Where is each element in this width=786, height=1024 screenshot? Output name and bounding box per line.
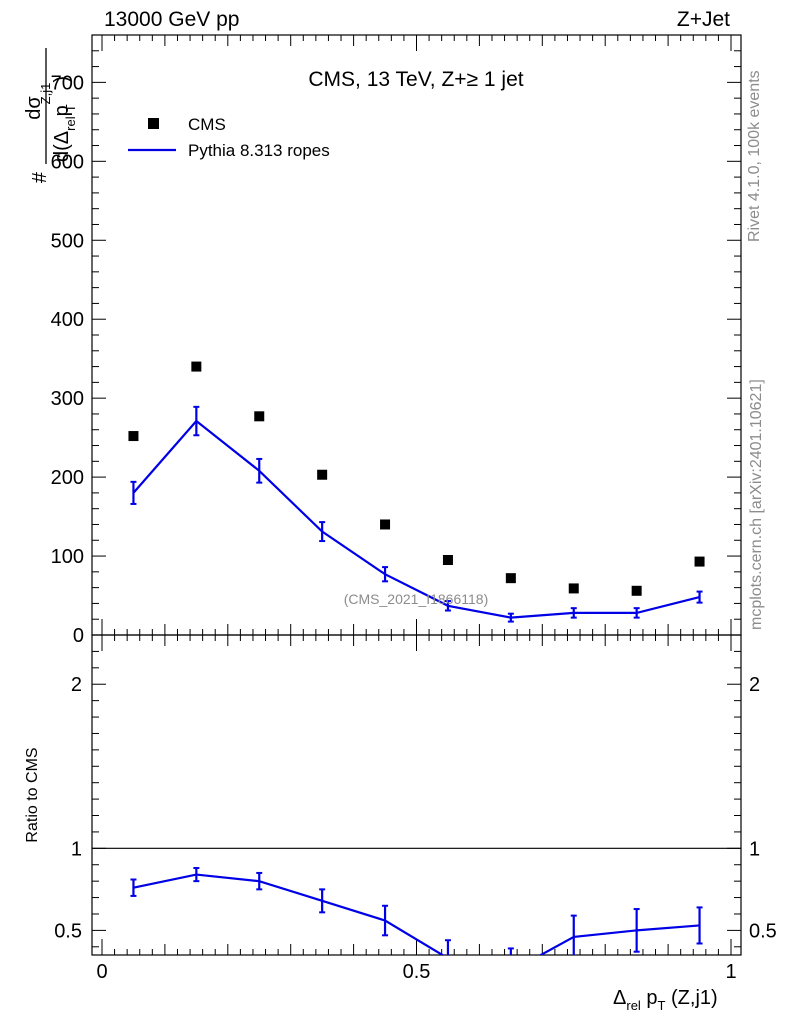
chart-labels: CMS, 13 TeV, Z+≥ 1 jet (CMS_2021_I1866118… xyxy=(23,48,718,1013)
y-label-part: ) xyxy=(51,76,73,83)
ratio-y-axis-label: Ratio to CMS xyxy=(24,747,41,842)
ratio-y-tick-label: 2 xyxy=(71,674,82,696)
cms-data-point xyxy=(631,585,642,596)
legend-mc-label: Pythia 8.313 ropes xyxy=(188,141,330,160)
header-right: Z+Jet xyxy=(676,8,730,31)
cms-data-point xyxy=(380,519,391,530)
ratio-y-tick-label-right: 1 xyxy=(749,838,760,860)
ratio-clip-group xyxy=(130,867,703,955)
y-label-part: d(Δ xyxy=(51,131,73,162)
cms-data-point xyxy=(442,555,453,565)
x-tick-label: 1 xyxy=(725,961,736,983)
mc-series-line xyxy=(132,419,700,619)
ratio-panel-marks xyxy=(130,867,703,955)
y-label-numerator: dσ xyxy=(23,96,45,120)
x-label-part: (Z,j1) xyxy=(665,987,717,1009)
ratio-series-line xyxy=(133,873,700,955)
y-label-part: T xyxy=(63,104,78,112)
x-label-part: p xyxy=(641,987,658,1009)
cms-data-point xyxy=(254,411,265,422)
y-tick-label: 100 xyxy=(51,546,84,568)
y-label-part: p xyxy=(51,105,73,116)
x-tick-label: 0 xyxy=(96,961,107,983)
main-y-axis-label: dσ d(ΔrelpT Z,j1) # xyxy=(23,48,78,183)
legend-cms-label: CMS xyxy=(188,115,226,134)
y-tick-label: 300 xyxy=(51,388,84,410)
x-tick-label: 0.5 xyxy=(403,961,431,983)
y-tick-label: 400 xyxy=(51,309,84,331)
y-tick-label: 500 xyxy=(51,230,84,252)
y-tick-label: 600 xyxy=(51,151,84,173)
x-axis-label: Δrel pT (Z,j1) xyxy=(613,987,718,1013)
legend-cms-marker xyxy=(148,118,159,129)
cms-data-point xyxy=(505,573,516,584)
ratio-y-tick-label-right: 0.5 xyxy=(749,920,777,942)
y-label-part: rel xyxy=(63,116,78,131)
ratio-panel-axes: 0 0.5 1 0.5 0.5 1 1 2 2 xyxy=(54,634,777,983)
ratio-y-tick-label-right: 2 xyxy=(749,674,760,696)
y-tick-label: 0 xyxy=(73,625,84,647)
cms-data-point xyxy=(317,469,328,480)
cms-data-point xyxy=(694,556,705,567)
rivet-label: Rivet 4.1.0, 100k events xyxy=(746,70,763,242)
cms-data-point xyxy=(191,361,202,372)
y-tick-label: 700 xyxy=(51,72,84,94)
cms-data-point xyxy=(568,583,579,594)
mcplots-label: mcplots.cern.ch [arXiv:2401.10621] xyxy=(748,379,765,630)
x-label-part: Δ xyxy=(613,987,626,1009)
ratio-frame xyxy=(91,634,742,956)
y-label-part: Z,j1 xyxy=(38,83,53,105)
main-panel-marks xyxy=(128,361,705,623)
cms-data-point xyxy=(128,431,139,442)
chart-title: CMS, 13 TeV, Z+≥ 1 jet xyxy=(308,68,523,91)
analysis-watermark: (CMS_2021_I1866118) xyxy=(344,591,489,607)
x-label-part: rel xyxy=(626,998,641,1013)
x-label-part: T xyxy=(658,998,666,1013)
y-label-hash: # xyxy=(29,171,51,183)
y-label-denominator: d(ΔrelpT Z,j1) xyxy=(38,76,78,162)
ratio-y-tick-label: 1 xyxy=(71,838,82,860)
header-left: 13000 GeV pp xyxy=(104,8,240,31)
ratio-y-tick-label: 0.5 xyxy=(54,920,82,942)
y-tick-label: 200 xyxy=(51,467,84,489)
